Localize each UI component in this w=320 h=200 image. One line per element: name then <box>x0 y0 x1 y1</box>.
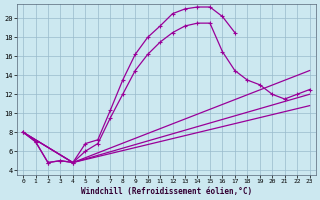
X-axis label: Windchill (Refroidissement éolien,°C): Windchill (Refroidissement éolien,°C) <box>81 187 252 196</box>
